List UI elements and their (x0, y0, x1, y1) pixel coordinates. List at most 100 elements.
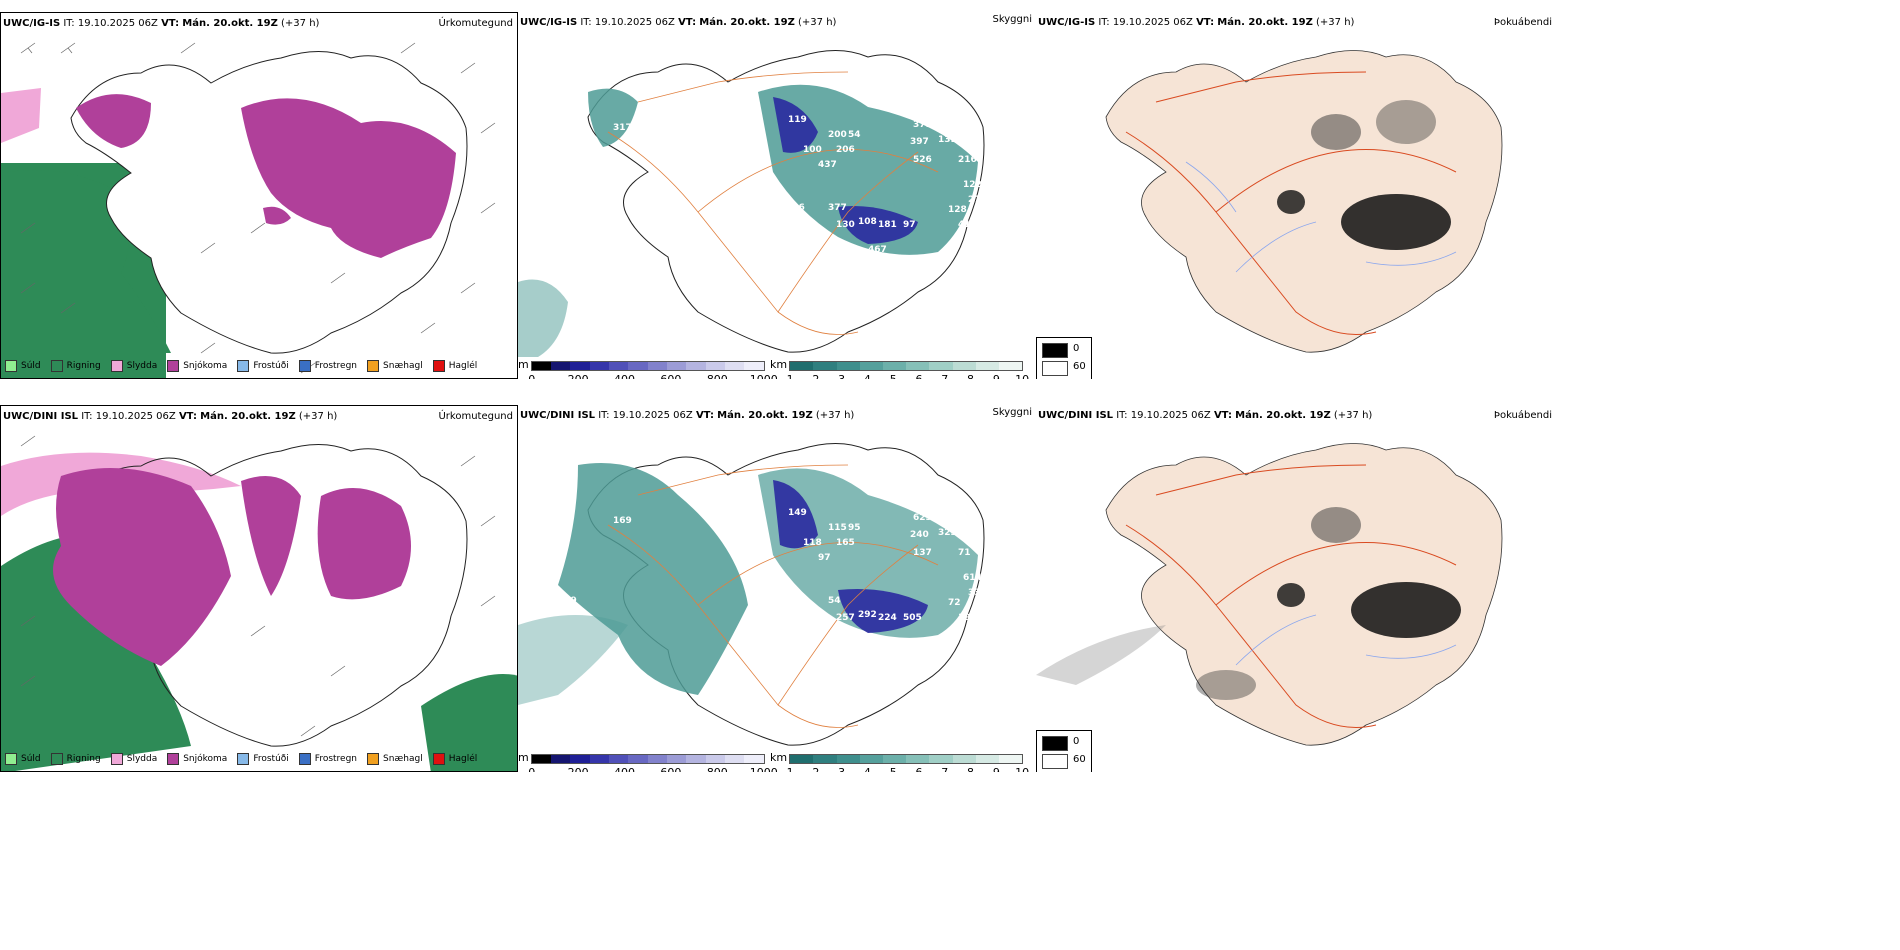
cloud-base-value: 95 (848, 523, 861, 533)
cloud-base-value: 216 (958, 155, 977, 165)
colorbar-bin (551, 755, 571, 763)
cloud-base-value: 224 (878, 613, 897, 623)
model-name: UWC/IG-IS (3, 18, 61, 29)
lead-time: (+37 h) (1333, 410, 1373, 421)
fog-index-legend: 0 60 (1036, 730, 1092, 772)
visibility-panel-bottom: 169 149 118 97 115 165 95 769 522 598 54 257 292 224 5… (518, 405, 1036, 772)
cloud-base-value: 54 (828, 596, 841, 606)
colorbar-unit: m (518, 358, 529, 371)
visibility-colorbar: km 1 2 3 4 5 6 7 8 9 10 (770, 358, 1029, 379)
cloud-area-w (558, 463, 748, 695)
colorbar-bin (790, 362, 814, 370)
colorbar-bin (531, 362, 552, 370)
cloud-base-value: 106 (786, 203, 805, 213)
fog-streak (1036, 625, 1166, 685)
visibility-colorbar: km 1 2 3 4 5 6 7 8 9 10 (770, 751, 1029, 772)
colorbar-bin (725, 362, 745, 370)
fog-patch (1351, 582, 1461, 638)
colorbar-bin (686, 755, 706, 763)
legend-label: Súld (21, 361, 41, 371)
snow-area-c (263, 206, 291, 225)
panel-title-precip: Úrkomutegund (438, 411, 513, 422)
colorbar-bin (647, 362, 668, 370)
it-value: 19.10.2025 06Z (1130, 410, 1211, 421)
legend-swatch (167, 360, 180, 372)
colorbar-tick: 4 (864, 373, 871, 379)
cloud-base-value: 397 (910, 137, 929, 147)
colorbar-bin (882, 362, 907, 370)
cloud-base-value: 769 (558, 596, 577, 606)
colorbar-bin (929, 755, 953, 763)
fog-light-swatch (1042, 361, 1068, 376)
vt-label: VT: (1196, 17, 1215, 28)
legend-item: Haglél (432, 360, 477, 372)
cloud-base-colorbar: m 0 200 400 600 800 1000 (518, 751, 778, 772)
colorbar-bin (929, 362, 953, 370)
colorbar-tick: 800 (707, 373, 728, 379)
legend-swatch (298, 753, 311, 765)
colorbar-bin (667, 755, 687, 763)
cloud-area-nw (588, 88, 638, 147)
fog-index-panel-top: UWC/IG-IS IT: 19.10.2025 06Z VT: Mán. 20… (1036, 12, 1566, 379)
fog-patch (1311, 114, 1361, 150)
colorbar-tick: 1000 (750, 373, 778, 379)
it-label: IT: (63, 18, 75, 29)
visibility-panel-top: 317 119 100 437 200 206 54 491 106 115 377 130 108 18… (518, 12, 1036, 379)
legend-label: Snæhagl (383, 754, 423, 764)
cloud-base-value: 522 (786, 596, 805, 606)
vt-label: VT: (695, 410, 714, 421)
fog-dark-swatch (1042, 736, 1068, 751)
legend-swatch (367, 360, 380, 372)
rivers (1235, 614, 1457, 666)
snow-area-e (317, 488, 411, 600)
colorbar-bin (813, 362, 837, 370)
legend-item: Snjókoma (167, 360, 227, 372)
snow-area-n (76, 94, 151, 148)
colorbar-strip: 1 2 3 4 5 6 7 8 9 10 (787, 754, 1029, 772)
colorbar-bin (998, 755, 1023, 763)
colorbar-bin (859, 362, 883, 370)
cloud-base-value: 240 (910, 530, 929, 540)
vt-label: VT: (1213, 410, 1232, 421)
colorbar-bin (705, 755, 725, 763)
legend-label: Súld (21, 754, 41, 764)
colorbar-bin (952, 755, 976, 763)
colorbar-tick: 600 (660, 373, 681, 379)
vt-label: VT: (678, 17, 697, 28)
fog-patch (1196, 670, 1256, 700)
cloud-base-value: 169 (613, 516, 632, 526)
fog-dark-label: 0 (1073, 736, 1080, 747)
colorbar-bin (686, 362, 706, 370)
legend-swatch (432, 753, 445, 765)
model-name: UWC/IG-IS (520, 17, 578, 28)
legend-swatch (298, 360, 311, 372)
cloud-base-value: 200 (828, 130, 847, 140)
colorbar-tick: 800 (707, 766, 728, 772)
legend-swatch (432, 360, 445, 372)
it-label: IT: (81, 411, 93, 422)
fog-light-label: 60 (1073, 361, 1086, 372)
lowcloud-area-e (838, 206, 918, 244)
legend-item: Rigning (50, 360, 101, 372)
cloud-base-value: 467 (868, 245, 887, 255)
colorbar-bin (975, 362, 999, 370)
colorbar-bin (667, 362, 687, 370)
colorbar-tick: 10 (1015, 373, 1029, 379)
legend-item: Frostregn (298, 360, 357, 372)
colorbar-bin (647, 755, 668, 763)
colorbar-bin (705, 362, 725, 370)
colorbar-tick: 2 (812, 766, 819, 772)
cloud-area-sea (518, 615, 628, 705)
legend-label: Snæhagl (383, 361, 423, 371)
cloud-base-value: 623 (913, 513, 932, 523)
colorbar-strip: 1 2 3 4 5 6 7 8 9 10 (787, 361, 1029, 379)
cloud-base-value: 292 (858, 610, 877, 620)
roads (1125, 71, 1457, 335)
fog-patch (1277, 190, 1305, 214)
legend-item: Haglél (432, 753, 477, 765)
colorbar-unit: km (770, 751, 788, 764)
cloud-base-value: 97 (903, 220, 916, 230)
colorbar-bin (589, 362, 610, 370)
vt-value: Mán. 20.okt. 19Z (1235, 410, 1331, 421)
colorbar-bin (609, 755, 629, 763)
